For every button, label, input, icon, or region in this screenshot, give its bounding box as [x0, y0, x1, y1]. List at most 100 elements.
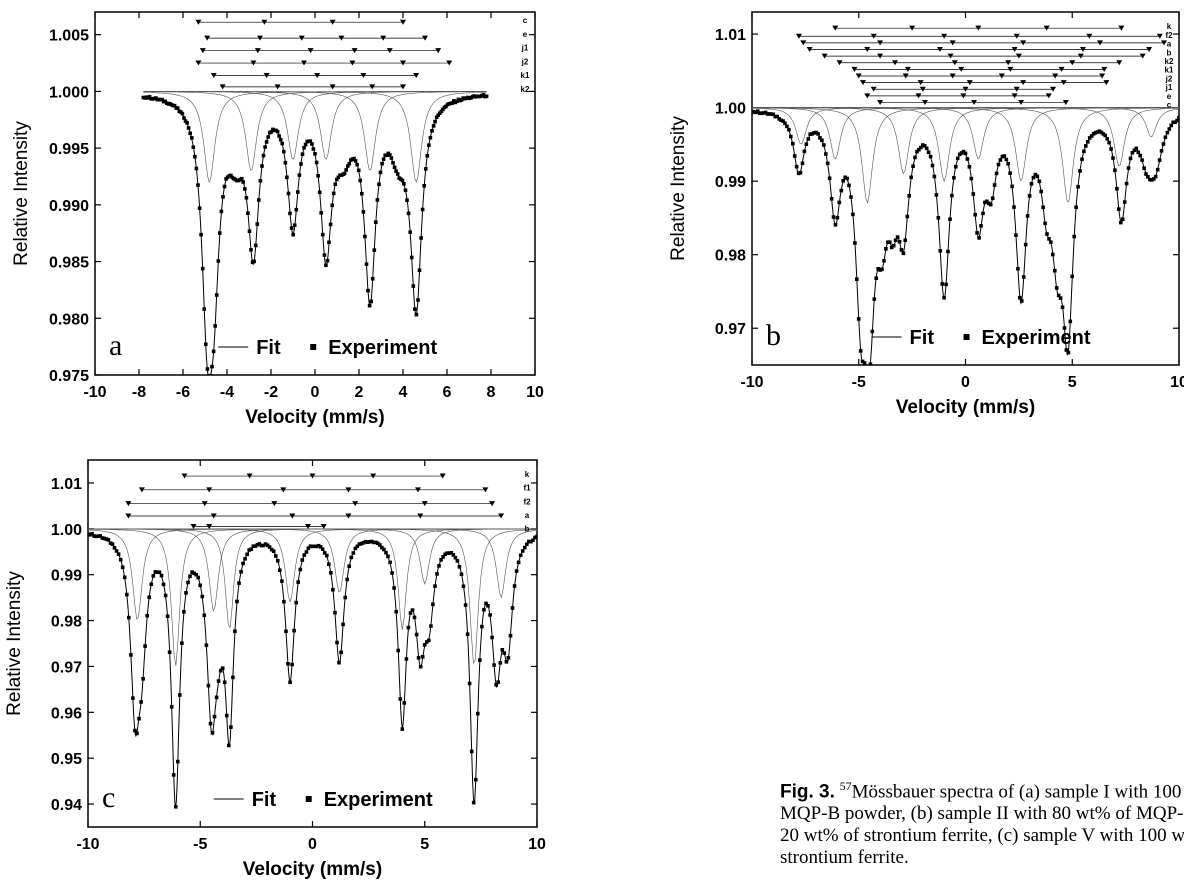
- site-stick-marker: [254, 48, 261, 54]
- experiment-point: [899, 248, 904, 252]
- site-stick-marker: [975, 25, 982, 31]
- experiment-point: [278, 568, 282, 572]
- experiment-point: [428, 135, 433, 140]
- experiment-point: [1051, 252, 1055, 257]
- experiment-point: [429, 624, 433, 628]
- experiment-point: [310, 142, 314, 146]
- experiment-point: [1070, 274, 1074, 279]
- experiment-point: [303, 142, 308, 147]
- experiment-point: [296, 190, 300, 194]
- site-label: a: [1167, 40, 1172, 49]
- y-axis-title: Relative Intensity: [668, 116, 689, 261]
- site-label: f2: [1165, 31, 1173, 40]
- experiment-point: [355, 162, 359, 167]
- experiment-point: [1025, 214, 1030, 218]
- legend-fit-label: Fit: [910, 327, 935, 349]
- experiment-point: [820, 138, 824, 143]
- experiment-point: [439, 558, 443, 562]
- experiment-point: [1037, 179, 1042, 184]
- experiment-point: [237, 581, 241, 585]
- experiment-point: [416, 298, 420, 302]
- experiment-point: [1058, 296, 1063, 300]
- site-label: e: [1167, 92, 1172, 101]
- experiment-point: [975, 231, 979, 235]
- site-stick-marker: [298, 35, 305, 41]
- experiment-point: [324, 263, 328, 268]
- experiment-point: [911, 164, 915, 168]
- experiment-point: [884, 247, 888, 251]
- site-stick-marker: [201, 501, 208, 507]
- site-stick-marker: [489, 501, 496, 507]
- experiment-point: [1010, 184, 1014, 189]
- experiment-point: [1093, 130, 1098, 135]
- x-axis-title: Velocity (mm/s): [245, 407, 384, 428]
- experiment-point: [1119, 220, 1123, 225]
- experiment-point: [184, 591, 188, 595]
- experiment-point: [269, 547, 274, 552]
- experiment-point: [314, 544, 319, 549]
- experiment-point: [180, 641, 184, 645]
- experiment-point: [327, 240, 331, 245]
- experiment-point: [994, 171, 999, 176]
- experiment-point: [430, 129, 434, 133]
- experiment-point: [263, 542, 268, 546]
- site-stick-marker: [864, 47, 871, 53]
- experiment-point: [818, 136, 822, 140]
- experiment-point: [94, 534, 98, 539]
- x-axis-title: Velocity (mm/s): [243, 859, 382, 880]
- experiment-point: [174, 805, 178, 809]
- total-fit-line: [88, 533, 537, 808]
- experiment-point: [1021, 275, 1026, 279]
- experiment-point: [333, 182, 338, 186]
- site-stick-marker: [482, 487, 489, 493]
- experiment-point: [400, 727, 405, 731]
- experiment-point: [1103, 133, 1107, 138]
- experiment-point: [425, 154, 430, 158]
- experiment-point: [512, 584, 517, 588]
- experiment-point: [1107, 140, 1111, 145]
- experiment-point: [416, 656, 421, 660]
- experiment-point: [249, 248, 253, 252]
- site-stick-marker: [498, 513, 505, 519]
- experiment-point: [202, 307, 206, 311]
- experiment-point: [791, 141, 795, 146]
- experiment-point: [1120, 217, 1125, 221]
- experiment-point: [1087, 136, 1092, 140]
- experiment-point: [860, 359, 865, 364]
- experiment-point: [330, 203, 334, 208]
- experiment-point: [514, 569, 519, 573]
- plot-area: [141, 19, 489, 375]
- experiment-point: [231, 675, 235, 680]
- experiment-point: [371, 540, 376, 545]
- site-stick-marker: [400, 19, 406, 25]
- experiment-point: [783, 121, 787, 126]
- experiment-point: [266, 135, 270, 139]
- legend-experiment-marker: [310, 344, 317, 350]
- experiment-point: [222, 680, 227, 685]
- experiment-point: [352, 156, 356, 161]
- site-stick-marker: [206, 487, 213, 493]
- experiment-point: [191, 145, 196, 149]
- experiment-point: [957, 152, 962, 157]
- site-label: k2: [521, 85, 530, 94]
- experiment-point: [1138, 153, 1142, 158]
- experiment-point: [392, 586, 396, 590]
- experiment-point: [322, 551, 327, 555]
- experiment-point: [915, 149, 919, 154]
- plot-frame: [94, 11, 536, 376]
- site-stick-marker: [1020, 40, 1027, 46]
- experiment-point: [274, 554, 278, 558]
- total-fit-line: [143, 95, 487, 375]
- experiment-point: [825, 161, 830, 166]
- site-stick-marker: [417, 513, 424, 519]
- experiment-point: [300, 558, 305, 562]
- experiment-point: [253, 544, 258, 548]
- experiment-point: [316, 543, 321, 548]
- plot-frame: [87, 459, 538, 828]
- experiment-point: [118, 557, 123, 562]
- experiment-point: [502, 651, 507, 655]
- experiment-point: [214, 695, 219, 700]
- experiment-point: [147, 94, 152, 99]
- experiment-point: [1020, 299, 1024, 303]
- experiment-point: [267, 545, 272, 549]
